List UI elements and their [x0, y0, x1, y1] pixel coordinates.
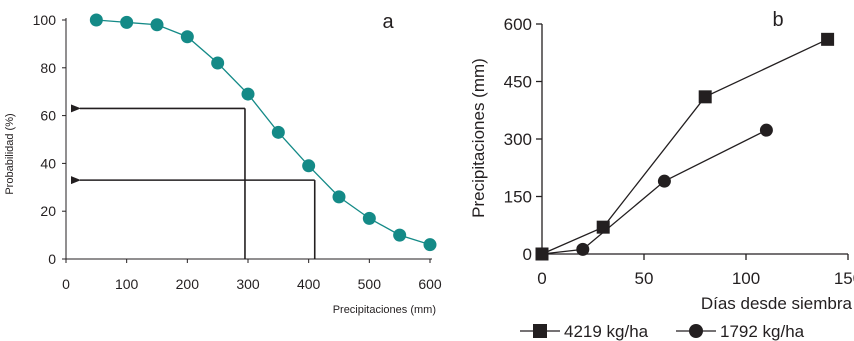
panel-a-data-point [393, 228, 407, 242]
panel-a-y-tick-label: 20 [40, 203, 56, 219]
panel-a-data-point [180, 30, 194, 44]
panel-a-y-tick-label: 100 [33, 12, 57, 28]
legend-circle-marker [689, 324, 703, 338]
chart-panel-a: a Precipitaciones (mm) Probabilidad (%) … [4, 11, 442, 316]
panel-b-x-tick-label: 150 [834, 269, 854, 288]
panel-a-series-line [96, 19, 431, 246]
panel-a-x-tick-label: 0 [62, 276, 70, 292]
panel-b-data-point-square [698, 90, 712, 104]
panel-a-data-point [150, 18, 164, 32]
panel-a-x-axis-label: Precipitaciones (mm) [333, 304, 436, 316]
panel-b-y-tick-label: 150 [504, 188, 532, 207]
panel-a-x-tick-label: 300 [236, 276, 260, 292]
panel-a-y-tick-label: 80 [40, 60, 56, 76]
panel-a-y-tick-label: 40 [40, 155, 56, 171]
panel-a-y-axis-label: Probabilidad (%) [4, 113, 16, 194]
panel-a-data-point [423, 238, 437, 252]
panel-b-series-line-1792 [541, 129, 767, 255]
panel-a-x-tick-label: 200 [176, 276, 200, 292]
panel-a-data-point [120, 15, 134, 29]
panel-b-data-point-circle [535, 247, 549, 261]
panel-b-x-tick-label: 100 [732, 269, 760, 288]
panel-b-x-axis-label: Días desde siembra [701, 294, 853, 313]
legend-label-4219: 4219 kg/ha [564, 322, 649, 341]
panel-a-data-point [211, 56, 225, 70]
panel-a-data-point [302, 159, 316, 173]
panel-b-series-line-4219 [541, 38, 828, 255]
panel-b-x-tick-label: 0 [537, 269, 546, 288]
legend-square-marker [533, 324, 547, 338]
panel-b-y-tick-label: 450 [504, 73, 532, 92]
panel-a-label: a [382, 11, 394, 33]
panel-b-y-tick-label: 600 [504, 15, 532, 34]
panel-b-label: b [772, 9, 783, 31]
panel-a-y-tick-label: 60 [40, 108, 56, 124]
panel-b-y-tick-label: 0 [523, 245, 532, 264]
panel-b-data-point-circle [759, 123, 773, 137]
panel-b-x-tick-label: 50 [635, 269, 654, 288]
legend: 4219 kg/ha 1792 kg/ha [520, 322, 805, 341]
panel-a-x-tick-label: 600 [418, 276, 442, 292]
panel-a-data-point [271, 125, 285, 139]
panel-b-data-point-square [821, 32, 835, 46]
panel-a-y-tick-label: 0 [48, 251, 56, 267]
panel-a-data-point [241, 87, 255, 101]
legend-item-1792: 1792 kg/ha [676, 322, 805, 341]
legend-item-4219: 4219 kg/ha [520, 322, 649, 341]
legend-label-1792: 1792 kg/ha [720, 322, 805, 341]
panel-b-data-point-circle [576, 242, 590, 256]
chart-panel-b: b Días desde siembra Precipitaciones (mm… [469, 9, 854, 341]
panel-a-x-tick-label: 100 [115, 276, 139, 292]
panel-b-y-axis-label: Precipitaciones (mm) [469, 58, 488, 218]
panel-a-x-tick-label: 500 [358, 276, 382, 292]
panel-a-x-tick-label: 400 [297, 276, 321, 292]
panel-a-data-point [89, 13, 103, 27]
panel-a-data-point [362, 211, 376, 225]
panel-a-data-point [332, 190, 346, 204]
panel-b-data-point-circle [657, 174, 671, 188]
panel-b-y-tick-label: 300 [504, 130, 532, 149]
